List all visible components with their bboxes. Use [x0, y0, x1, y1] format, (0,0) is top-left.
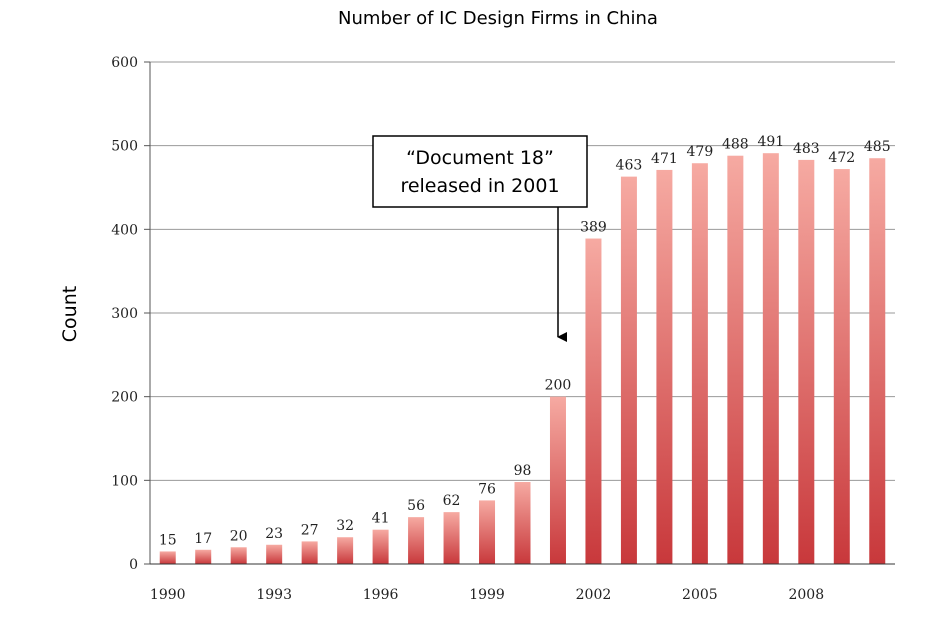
bar-2004 — [656, 169, 673, 564]
y-tick-labels: 0 100 200 300 400 500 600 — [111, 55, 138, 573]
bar-1999 — [479, 500, 496, 564]
x-tick-labels: 1990 1993 1996 1999 2002 2005 2008 — [150, 587, 824, 603]
data-label-2003: 463 — [616, 158, 643, 174]
bar-1994 — [301, 541, 318, 564]
bar-2002 — [585, 238, 602, 564]
bar-2005 — [691, 163, 708, 564]
y-tick-label: 600 — [111, 55, 138, 71]
data-label-1998: 62 — [443, 493, 461, 509]
data-label-2000: 98 — [514, 463, 532, 479]
y-axis-label: Count — [59, 286, 81, 342]
y-tick-label: 100 — [111, 473, 138, 489]
data-label-1991: 17 — [194, 531, 212, 547]
bar-2000 — [514, 482, 531, 564]
x-tick-label-2002: 2002 — [576, 587, 612, 603]
x-tick-label-2008: 2008 — [788, 587, 824, 603]
data-label-2004: 471 — [651, 151, 678, 167]
bars — [159, 153, 886, 565]
data-label-1995: 32 — [336, 518, 354, 534]
bar-2008 — [798, 159, 815, 564]
data-label-2005: 479 — [687, 144, 714, 160]
data-labels: 15 17 20 23 27 32 41 56 62 76 98 200 389 463 471 479 488… — [159, 134, 891, 548]
x-tick-label-1993: 1993 — [256, 587, 292, 603]
data-label-1993: 23 — [265, 526, 283, 542]
y-tick-label: 300 — [111, 306, 138, 322]
chart-title: Number of IC Design Firms in China — [338, 8, 658, 29]
bar-1993 — [266, 544, 283, 564]
data-label-2008: 483 — [793, 141, 820, 157]
annotation: “Document 18” released in 2001 — [372, 135, 588, 342]
data-label-2006: 488 — [722, 137, 749, 153]
bar-2003 — [620, 176, 637, 564]
annotation-line-1: “Document 18” — [406, 147, 554, 169]
x-tick-label-1990: 1990 — [150, 587, 186, 603]
data-label-2002: 389 — [580, 220, 607, 236]
bar-1998 — [443, 512, 460, 564]
bar-1991 — [195, 549, 212, 564]
gridlines — [144, 61, 895, 565]
data-label-1990: 15 — [159, 532, 177, 548]
y-tick-label: 0 — [129, 557, 138, 573]
x-tick-label-2005: 2005 — [682, 587, 718, 603]
annotation-box — [372, 135, 588, 208]
data-label-2001: 200 — [545, 378, 572, 394]
bar-2001 — [549, 396, 566, 564]
x-tick-label-1996: 1996 — [363, 587, 399, 603]
data-label-1999: 76 — [478, 481, 496, 497]
data-label-1994: 27 — [301, 522, 319, 538]
data-label-1997: 56 — [407, 498, 425, 514]
data-label-2007: 491 — [757, 134, 784, 150]
bar-1990 — [159, 551, 176, 564]
data-label-1992: 20 — [230, 528, 248, 544]
bar-1997 — [408, 517, 425, 564]
data-label-2010: 485 — [864, 139, 891, 155]
y-tick-label: 200 — [111, 390, 138, 406]
y-tick-label: 400 — [111, 222, 138, 238]
bar-2010 — [869, 158, 886, 564]
x-tick-label-1999: 1999 — [469, 587, 505, 603]
annotation-line-2: released in 2001 — [400, 175, 559, 197]
data-label-1996: 41 — [372, 511, 390, 527]
bar-1995 — [337, 537, 354, 564]
bar-2009 — [833, 169, 850, 565]
bar-1996 — [372, 529, 389, 564]
data-label-2009: 472 — [828, 150, 855, 166]
bar-1992 — [230, 547, 247, 564]
y-tick-label: 500 — [111, 139, 138, 155]
bar-2006 — [727, 155, 744, 564]
bar-2007 — [762, 153, 779, 565]
